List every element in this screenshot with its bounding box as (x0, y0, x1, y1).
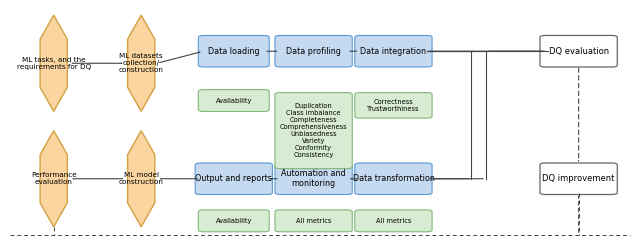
FancyBboxPatch shape (355, 36, 432, 67)
Polygon shape (127, 15, 155, 111)
Text: Availability: Availability (216, 98, 252, 104)
FancyBboxPatch shape (198, 90, 269, 112)
FancyBboxPatch shape (198, 210, 269, 232)
Text: ML datasets
collection/
construction: ML datasets collection/ construction (119, 53, 164, 73)
Polygon shape (40, 15, 67, 111)
FancyBboxPatch shape (198, 36, 269, 67)
Text: All metrics: All metrics (296, 218, 332, 224)
Text: Performance
evaluation: Performance evaluation (31, 172, 77, 185)
Text: Data profiling: Data profiling (286, 47, 341, 56)
FancyBboxPatch shape (275, 36, 352, 67)
FancyBboxPatch shape (195, 163, 273, 195)
Polygon shape (40, 131, 67, 227)
FancyBboxPatch shape (355, 163, 432, 195)
Text: All metrics: All metrics (376, 218, 411, 224)
FancyBboxPatch shape (275, 210, 352, 232)
Text: DQ improvement: DQ improvement (543, 174, 615, 183)
Text: Output and reports: Output and reports (195, 174, 272, 183)
Text: ML model
construction: ML model construction (119, 172, 164, 185)
Text: Data transformation: Data transformation (353, 174, 435, 183)
Text: ML tasks, and the
requirements for DQ: ML tasks, and the requirements for DQ (17, 57, 91, 70)
FancyBboxPatch shape (540, 36, 617, 67)
FancyBboxPatch shape (355, 93, 432, 118)
FancyBboxPatch shape (540, 163, 617, 195)
FancyBboxPatch shape (275, 163, 352, 195)
Polygon shape (127, 131, 155, 227)
Text: Duplication
Class imbalance
Completeness
Comprehensiveness
Unbiasedness
Variety
: Duplication Class imbalance Completeness… (280, 103, 348, 158)
Text: DQ evaluation: DQ evaluation (548, 47, 609, 56)
Text: Data loading: Data loading (208, 47, 260, 56)
Text: Data integration: Data integration (360, 47, 426, 56)
Text: Correctness
Trustworthiness: Correctness Trustworthiness (367, 99, 420, 112)
FancyBboxPatch shape (275, 93, 352, 169)
Text: Availability: Availability (216, 218, 252, 224)
Text: Automation and
monitoring: Automation and monitoring (282, 169, 346, 189)
FancyBboxPatch shape (355, 210, 432, 232)
